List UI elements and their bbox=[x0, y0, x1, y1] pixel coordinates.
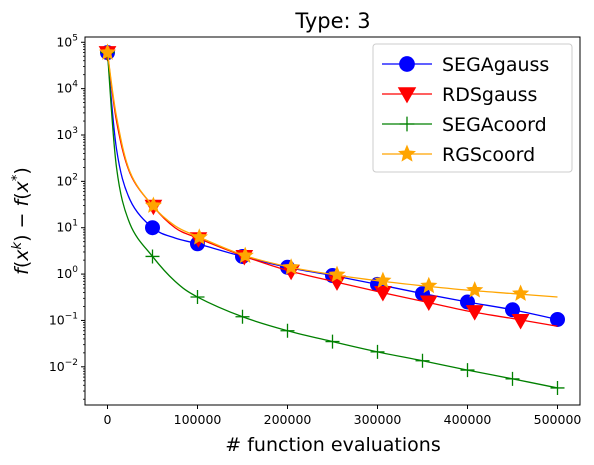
data-point bbox=[145, 220, 160, 236]
data-point bbox=[550, 311, 565, 327]
data-point bbox=[325, 334, 340, 349]
series-RGScoord bbox=[98, 43, 558, 301]
data-point bbox=[505, 302, 520, 318]
legend-label: RDSgauss bbox=[442, 84, 537, 106]
x-tick-label: 100000 bbox=[174, 412, 222, 427]
y-tick-label: 10−2 bbox=[49, 358, 78, 374]
legend-box bbox=[372, 43, 573, 173]
y-tick-label: 104 bbox=[56, 80, 78, 96]
x-tick-label: 500000 bbox=[534, 412, 582, 427]
y-tick-label: 10−1 bbox=[49, 311, 78, 327]
x-tick-label: 300000 bbox=[354, 412, 402, 427]
legend-item: SEGAgauss bbox=[382, 54, 549, 76]
data-point bbox=[399, 116, 415, 132]
data-point bbox=[511, 284, 530, 301]
legend-item: RGScoord bbox=[382, 144, 535, 166]
data-point bbox=[460, 363, 475, 378]
y-axis: 10−2 10−1 100 101 102 103 104 105 bbox=[49, 33, 85, 400]
y-tick-label: 105 bbox=[56, 33, 78, 49]
data-point bbox=[505, 371, 520, 386]
data-point bbox=[282, 258, 300, 275]
legend-item: RDSgauss bbox=[382, 84, 537, 106]
data-point bbox=[397, 87, 417, 104]
data-point bbox=[420, 276, 438, 294]
data-point bbox=[398, 144, 416, 162]
data-point bbox=[419, 295, 438, 312]
y-tick-label: 101 bbox=[56, 219, 78, 235]
series-line bbox=[106, 52, 558, 298]
data-point bbox=[190, 228, 208, 245]
data-point bbox=[511, 313, 530, 330]
y-tick-label: 100 bbox=[56, 265, 78, 281]
x-tick-label: 0 bbox=[104, 412, 112, 427]
legend-items: SEGAgauss RDSgauss SEGAcoord RGScoord bbox=[382, 54, 549, 166]
data-point bbox=[280, 323, 295, 338]
legend-label: RGScoord bbox=[442, 144, 535, 166]
plot-frame bbox=[84, 36, 581, 406]
legend-label: SEGAgauss bbox=[442, 54, 549, 76]
plot-area bbox=[84, 36, 581, 406]
x-tick-label: 200000 bbox=[264, 412, 312, 427]
data-point bbox=[374, 286, 392, 302]
data-point bbox=[550, 380, 565, 395]
legend-item: SEGAcoord bbox=[382, 114, 547, 136]
data-point bbox=[328, 265, 346, 283]
y-tick-label: 103 bbox=[56, 126, 78, 142]
data-point bbox=[235, 309, 250, 324]
data-point bbox=[465, 305, 484, 321]
legend: SEGAgauss RDSgauss SEGAcoord RGScoord bbox=[372, 43, 573, 173]
x-tick-label: 400000 bbox=[444, 412, 492, 427]
x-axis-label: # function evaluations bbox=[225, 434, 440, 456]
series-layer bbox=[98, 43, 565, 395]
data-point bbox=[144, 196, 163, 213]
data-point bbox=[399, 56, 415, 72]
data-point bbox=[98, 43, 117, 60]
data-point bbox=[415, 353, 430, 368]
series-line bbox=[106, 52, 558, 389]
y-axis-label: f(xk) − f(x*) bbox=[10, 167, 33, 275]
y-tick-label: 102 bbox=[56, 172, 78, 188]
x-axis: 0 100000 200000 300000 400000 500000 bbox=[104, 405, 582, 427]
data-point bbox=[374, 271, 392, 289]
data-point bbox=[466, 281, 484, 298]
data-point bbox=[370, 344, 385, 359]
chart-title: Type: 3 bbox=[294, 9, 370, 33]
data-point bbox=[190, 290, 205, 305]
legend-label: SEGAcoord bbox=[442, 114, 547, 136]
data-point bbox=[236, 246, 254, 263]
data-point bbox=[145, 249, 160, 264]
